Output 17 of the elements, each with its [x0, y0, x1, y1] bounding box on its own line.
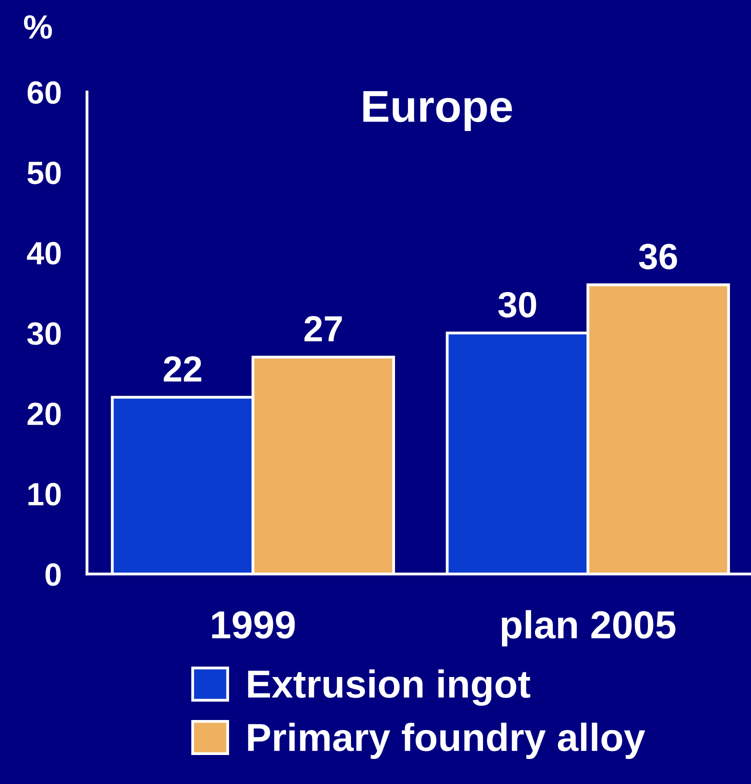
- legend-label: Primary foundry alloy: [248, 722, 646, 759]
- y-tick-label: 30: [27, 322, 61, 345]
- y-tick-label: 20: [28, 402, 61, 426]
- data-label: 36: [638, 244, 678, 270]
- y-tick-label: 40: [26, 242, 61, 265]
- data-label: 27: [304, 316, 342, 342]
- legend-label: Extrusion ingot: [248, 669, 530, 706]
- y-tick-label: 10: [28, 482, 61, 506]
- y-tick-label: 0: [46, 563, 61, 586]
- y-tick-label: 50: [27, 162, 61, 184]
- chart-title: Europe: [363, 91, 512, 131]
- data-label: 22: [164, 356, 202, 382]
- data-label: 30: [498, 292, 536, 318]
- x-tick-label: 1999: [212, 611, 295, 639]
- y-axis-title: %: [24, 15, 52, 39]
- y-tick-label: 60: [28, 81, 61, 104]
- x-tick-label: plan 2005: [502, 610, 676, 646]
